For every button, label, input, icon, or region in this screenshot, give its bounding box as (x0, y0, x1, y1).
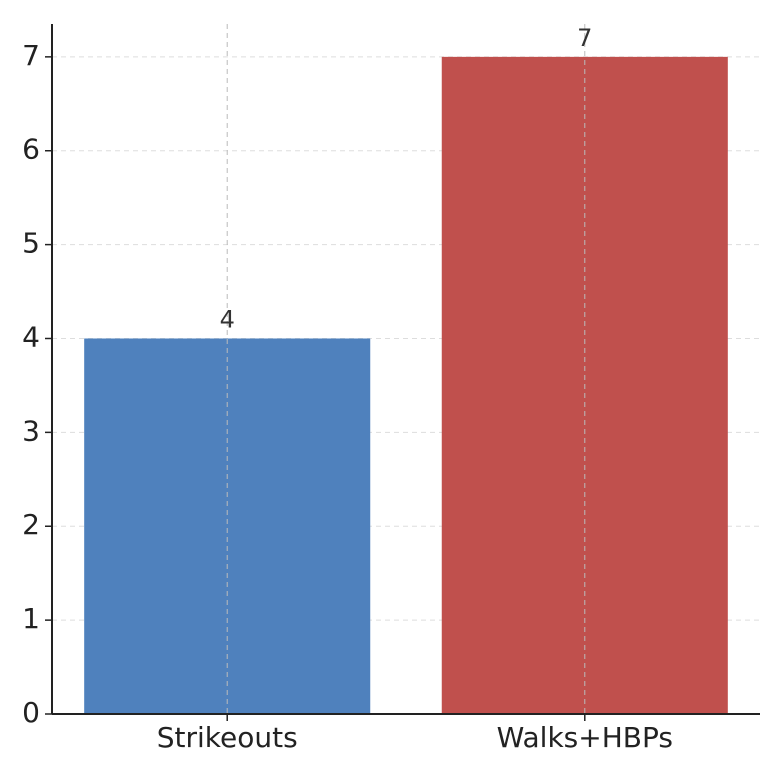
bar (84, 338, 371, 714)
y-tick-label: 1 (22, 602, 40, 635)
y-tick-label: 6 (22, 133, 40, 166)
y-tick-label: 0 (22, 696, 40, 729)
data-label: 7 (577, 24, 592, 52)
x-tick-label: Walks+HBPs (497, 721, 673, 754)
data-label: 4 (220, 305, 235, 333)
y-tick-label: 5 (22, 227, 40, 260)
y-tick-label: 7 (22, 39, 40, 72)
x-tick-label: Strikeouts (157, 721, 298, 754)
y-tick-label: 4 (22, 320, 40, 353)
y-tick-label: 3 (22, 414, 40, 447)
y-tick-label: 2 (22, 508, 40, 541)
